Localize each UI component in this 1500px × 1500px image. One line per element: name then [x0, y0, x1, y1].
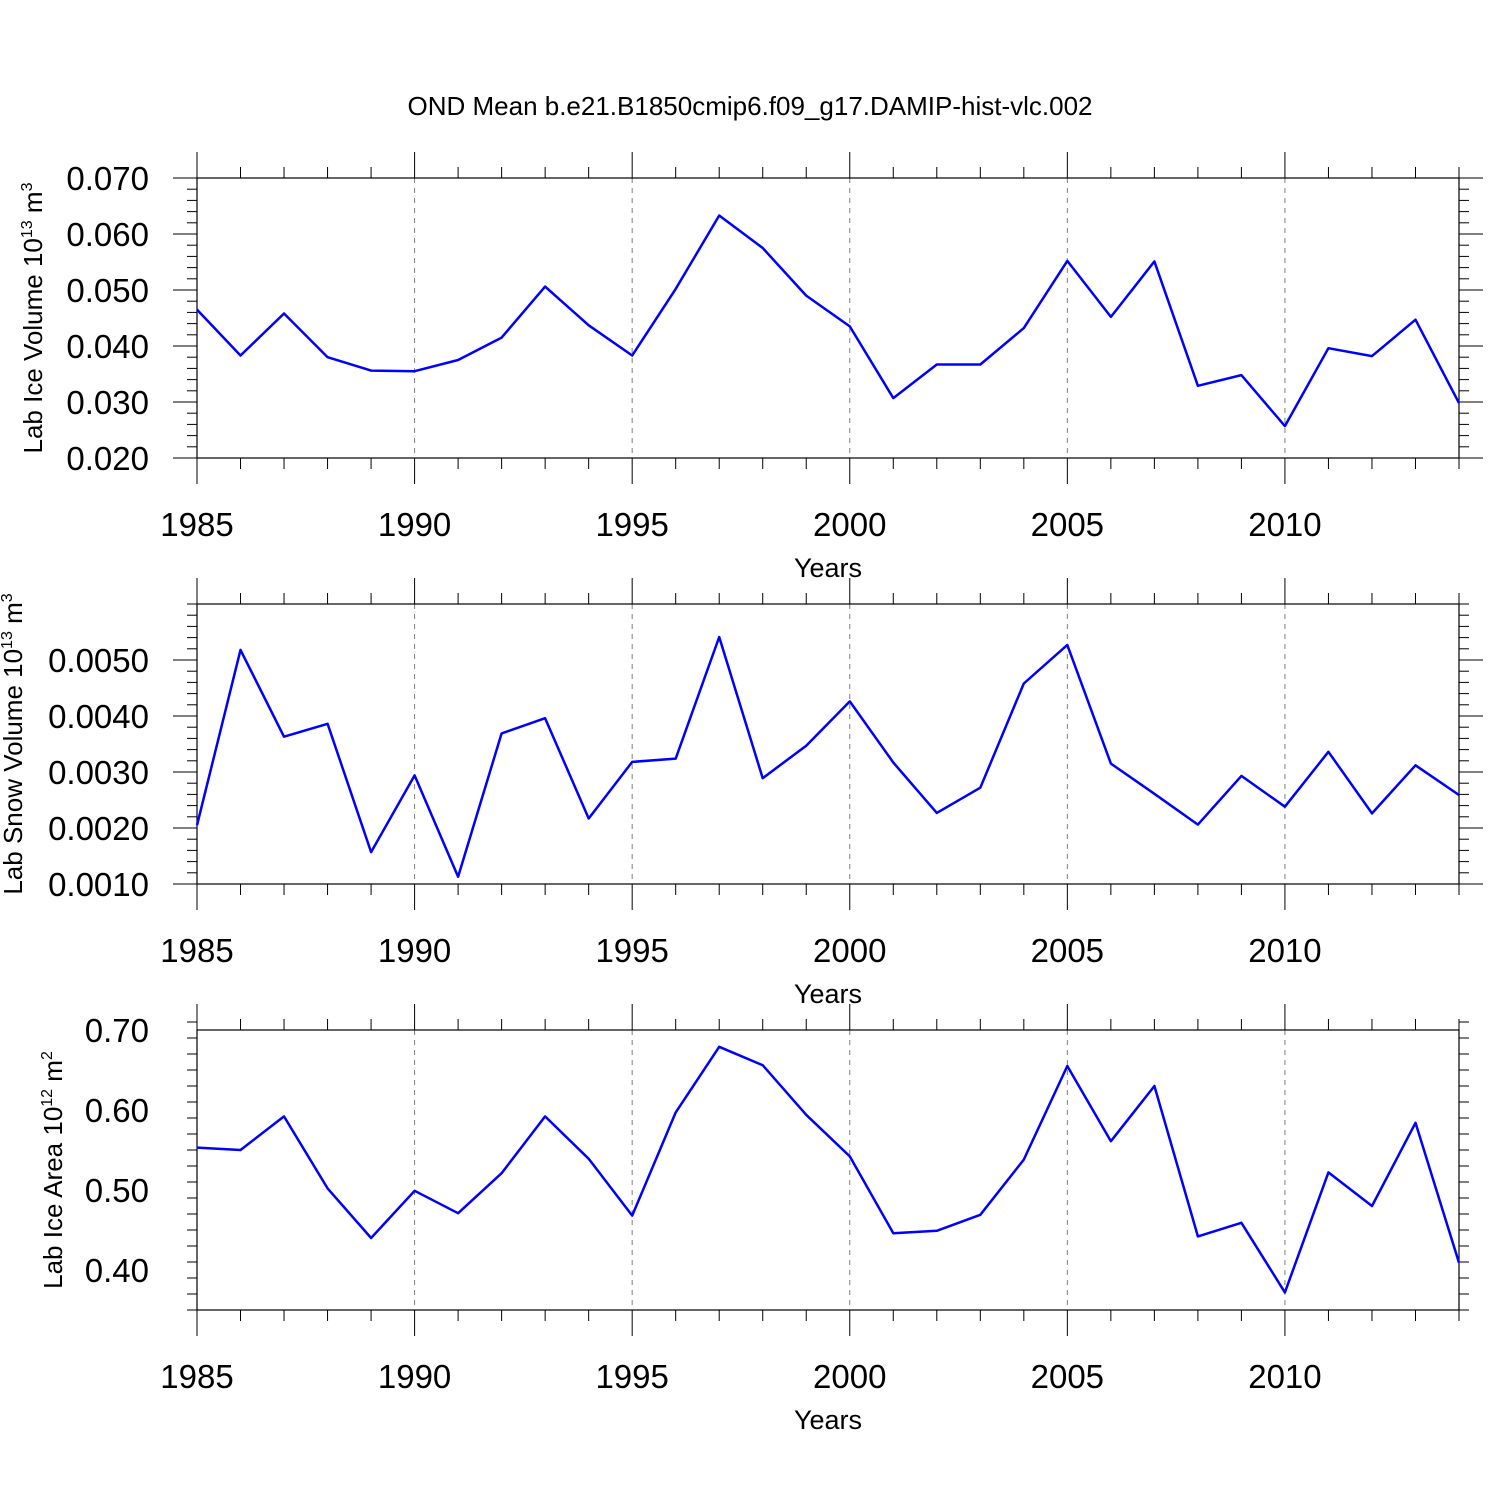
- x-tick-label: 2000: [813, 1358, 886, 1395]
- x-tick-label: 1995: [595, 932, 668, 969]
- x-tick-label: 2000: [813, 506, 886, 543]
- plot-frame: [196, 1029, 1460, 1311]
- y-tick-label: 0.0050: [48, 642, 149, 679]
- x-tick-label: 2010: [1248, 932, 1321, 969]
- x-tick-label: 1985: [160, 1358, 233, 1395]
- chart-panel-1: 1985 1990 1995 2000 2005 2010 0.020 0.030 0.040 0…: [18, 152, 1483, 583]
- y-axis-label-unit-exp: 3: [0, 593, 16, 602]
- x-tick-label: 2000: [813, 932, 886, 969]
- x-tick-label: 1995: [595, 1358, 668, 1395]
- x-tick-label: 2010: [1248, 506, 1321, 543]
- chart-panel-3: 1985 1990 1995 2000 2005 2010 0.40 0.50 0.60 0.70…: [38, 1004, 1469, 1435]
- panels: 1985 1990 1995 2000 2005 2010 0.020 0.030 0.040 0…: [0, 152, 1483, 1435]
- x-axis-label: Years: [794, 553, 862, 583]
- y-axis-label-exp: 12: [39, 1089, 56, 1107]
- series-line: [196, 214, 1461, 428]
- x-axis-label: Years: [794, 979, 862, 1009]
- chart-panel-2: 1985 1990 1995 2000 2005 2010 0.0010 0.0020 0.00…: [0, 578, 1483, 1009]
- y-axis-label-unit-exp: 2: [39, 1051, 56, 1060]
- x-tick-label: 2010: [1248, 1358, 1321, 1395]
- y-axis-label-exp: 13: [19, 220, 36, 238]
- y-axis-label: Lab Snow Volume 1013 m3: [0, 593, 28, 894]
- y-tick-label: 0.030: [66, 384, 149, 421]
- y-axis-label-main: Lab Ice Area 10: [38, 1107, 68, 1289]
- y-axis-label: Lab Ice Volume 1013 m3: [18, 182, 48, 453]
- y-tick-label: 0.70: [85, 1012, 149, 1049]
- y-axis-label-unit: m: [18, 191, 48, 220]
- y-tick-label: 0.50: [85, 1172, 149, 1209]
- x-tick-label: 1995: [595, 506, 668, 543]
- y-tick-label: 0.040: [66, 328, 149, 365]
- chart-title: OND Mean b.e21.B1850cmip6.f09_g17.DAMIP-…: [407, 91, 1092, 121]
- y-tick-label: 0.050: [66, 272, 149, 309]
- y-tick-label: 0.0020: [48, 810, 149, 847]
- x-tick-label: 2005: [1031, 1358, 1104, 1395]
- y-tick-label: 0.0040: [48, 698, 149, 735]
- y-tick-label: 0.0010: [48, 866, 149, 903]
- plot-frame: [196, 177, 1460, 459]
- plot-frame: [196, 603, 1460, 885]
- y-tick-label: 0.070: [66, 160, 149, 197]
- y-tick-label: 0.40: [85, 1252, 149, 1289]
- y-tick-label: 0.020: [66, 440, 149, 477]
- series-line: [196, 1045, 1461, 1294]
- series-line: [195, 635, 1460, 878]
- x-tick-label: 1990: [378, 1358, 451, 1395]
- x-tick-label: 2005: [1031, 932, 1104, 969]
- x-tick-label: 1990: [378, 506, 451, 543]
- y-axis-label-exp: 13: [0, 631, 16, 649]
- y-axis-label: Lab Ice Area 1012 m2: [38, 1051, 68, 1289]
- y-axis-label-unit: m: [0, 602, 28, 631]
- y-tick-label: 0.060: [66, 216, 149, 253]
- y-axis-label-main: Lab Ice Volume 10: [18, 238, 48, 453]
- x-tick-label: 1990: [378, 932, 451, 969]
- y-tick-label: 0.60: [85, 1092, 149, 1129]
- y-axis-label-unit: m: [38, 1060, 68, 1089]
- y-axis-label-main: Lab Snow Volume 10: [0, 649, 28, 895]
- x-axis-label: Years: [794, 1405, 862, 1435]
- x-tick-label: 2005: [1031, 506, 1104, 543]
- x-tick-label: 1985: [160, 506, 233, 543]
- y-axis-label-unit-exp: 3: [19, 182, 36, 191]
- x-tick-label: 1985: [160, 932, 233, 969]
- y-tick-label: 0.0030: [48, 754, 149, 791]
